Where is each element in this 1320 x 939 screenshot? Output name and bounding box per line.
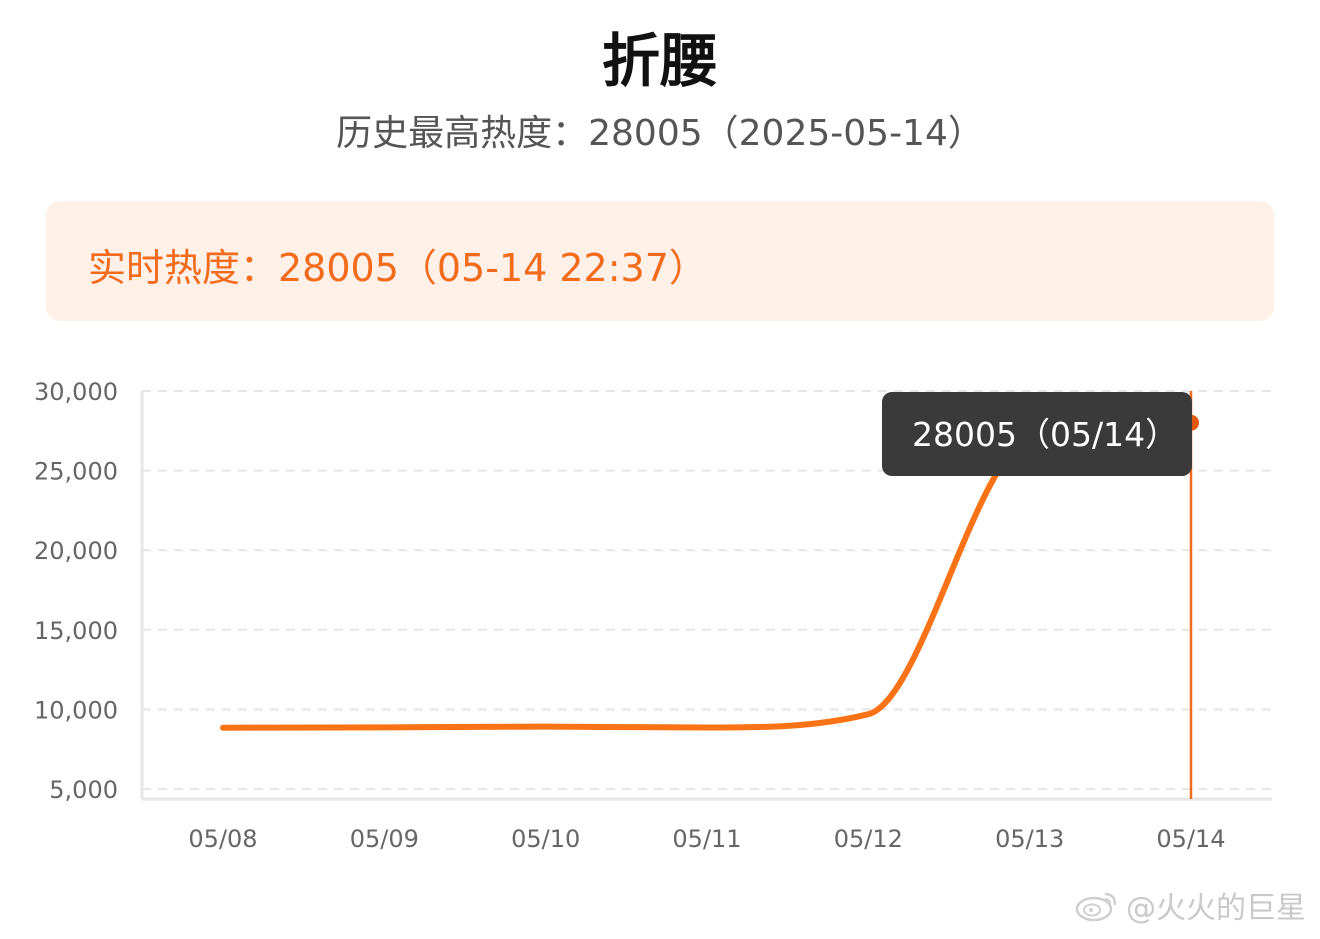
chart-axes: 30,000 25,000 20,000 15,000 10,000 5,000 05/08… (34, 378, 1272, 853)
x-tick-label: 05/12 (834, 825, 903, 853)
chart-tooltip[interactable]: 28005（05/14） (882, 392, 1192, 476)
y-tick-label: 10,000 (34, 696, 118, 724)
x-tick-label: 05/11 (672, 825, 741, 853)
tooltip-box (882, 392, 1192, 476)
realtime-heat-banner: 实时热度：28005（05-14 22:37） (46, 201, 1274, 321)
y-tick-label: 15,000 (34, 617, 118, 645)
weibo-icon (1075, 892, 1117, 922)
peak-heat-label: 历史最高热度：28005（2025-05-14） (336, 113, 984, 154)
y-tick-label: 20,000 (34, 537, 118, 565)
x-tick-label: 05/14 (1156, 825, 1225, 853)
tooltip-text: 28005（05/14） (912, 415, 1178, 454)
page-title: 折腰 (601, 27, 718, 95)
x-tick-label: 05/09 (350, 825, 419, 853)
y-tick-label: 30,000 (34, 378, 118, 406)
x-tick-label: 05/10 (511, 825, 580, 853)
chart-grid (142, 390, 1272, 790)
realtime-heat-text: 实时热度：28005（05-14 22:37） (88, 246, 707, 290)
y-tick-label: 25,000 (34, 458, 118, 486)
weibo-watermark: @火火的巨星 (1074, 883, 1306, 927)
x-tick-label: 05/08 (188, 825, 257, 853)
watermark-text: @火火的巨星 (1126, 891, 1306, 926)
x-tick-label: 05/13 (995, 825, 1064, 853)
y-tick-label: 5,000 (49, 776, 118, 804)
